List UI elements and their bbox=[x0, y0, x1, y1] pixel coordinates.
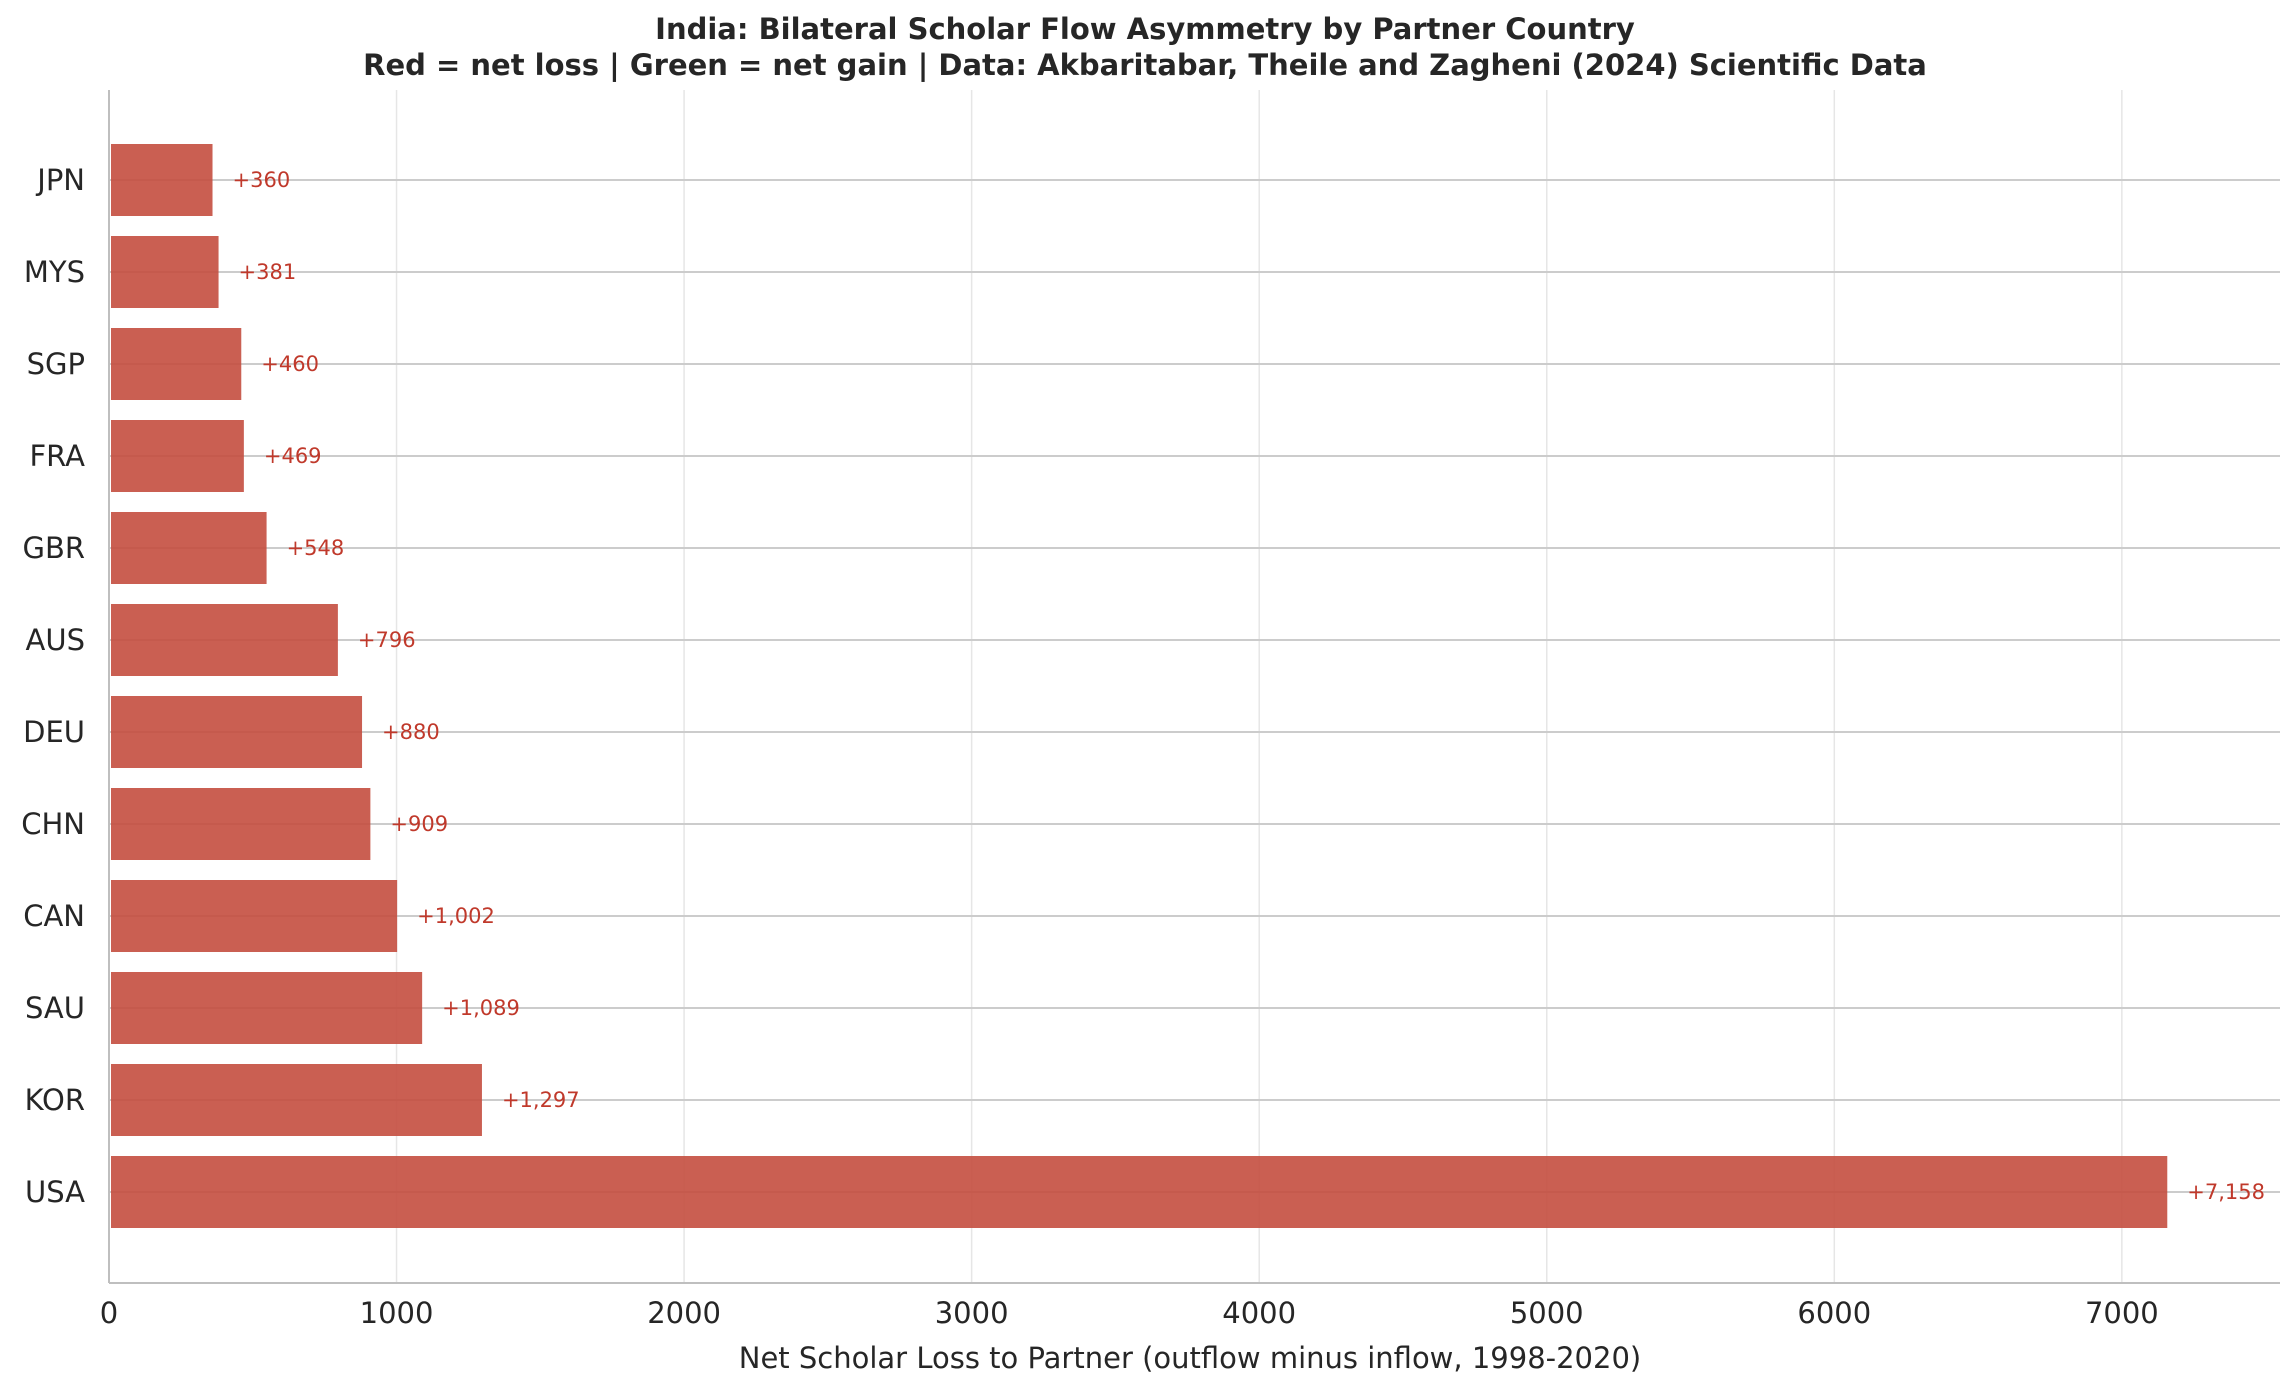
chart-subtitle: Red = net loss | Green = net gain | Data… bbox=[363, 48, 1927, 82]
value-label-deu: +880 bbox=[382, 720, 440, 744]
bar-kor bbox=[111, 1064, 482, 1136]
value-label-sgp: +460 bbox=[261, 352, 319, 376]
value-label-chn: +909 bbox=[390, 812, 448, 836]
x-tick-label-7000: 7000 bbox=[2085, 1296, 2159, 1330]
x-axis-label: Net Scholar Loss to Partner (outflow min… bbox=[739, 1341, 1641, 1375]
x-tick-label-3000: 3000 bbox=[935, 1296, 1009, 1330]
bar-aus bbox=[111, 604, 338, 676]
value-label-usa: +7,158 bbox=[2187, 1180, 2265, 1204]
y-tick-label-sau: SAU bbox=[25, 991, 85, 1025]
grid bbox=[108, 90, 2280, 1283]
x-tick-label-6000: 6000 bbox=[1797, 1296, 1871, 1330]
bar-mys bbox=[111, 236, 219, 308]
chart-title: India: Bilateral Scholar Flow Asymmetry … bbox=[655, 12, 1635, 46]
value-label-mys: +381 bbox=[239, 260, 297, 284]
x-tick-label-4000: 4000 bbox=[1222, 1296, 1296, 1330]
x-tick-label-5000: 5000 bbox=[1510, 1296, 1584, 1330]
y-tick-label-jpn: JPN bbox=[35, 163, 85, 197]
y-tick-label-kor: KOR bbox=[25, 1083, 85, 1117]
value-label-gbr: +548 bbox=[287, 536, 345, 560]
value-label-fra: +469 bbox=[264, 444, 322, 468]
y-tick-label-can: CAN bbox=[23, 899, 85, 933]
value-label-jpn: +360 bbox=[233, 168, 291, 192]
x-tick-label-2000: 2000 bbox=[647, 1296, 721, 1330]
bar-gbr bbox=[111, 512, 267, 584]
x-tick-label-0: 0 bbox=[100, 1296, 118, 1330]
bar-fra bbox=[111, 420, 244, 492]
y-tick-label-deu: DEU bbox=[23, 715, 85, 749]
y-tick-label-usa: USA bbox=[25, 1175, 85, 1209]
labels: JPN +360 MYS +381 SGP +460 FRA +469 GBR +548 AUS +7… bbox=[21, 163, 2265, 1330]
bar-sau bbox=[111, 972, 423, 1044]
y-tick-label-gbr: GBR bbox=[22, 531, 85, 565]
bar-deu bbox=[111, 696, 363, 768]
bar-sgp bbox=[111, 328, 242, 400]
value-label-can: +1,002 bbox=[417, 904, 495, 928]
value-label-sau: +1,089 bbox=[442, 996, 520, 1020]
value-label-kor: +1,297 bbox=[502, 1088, 580, 1112]
bar-chn bbox=[111, 788, 371, 860]
y-tick-label-fra: FRA bbox=[30, 439, 86, 473]
y-tick-label-sgp: SGP bbox=[27, 347, 85, 381]
y-tick-label-chn: CHN bbox=[21, 807, 85, 841]
bars bbox=[111, 144, 2168, 1228]
x-tick-label-1000: 1000 bbox=[360, 1296, 434, 1330]
bar-usa bbox=[111, 1156, 2168, 1228]
bar-can bbox=[111, 880, 398, 952]
axes bbox=[108, 90, 2280, 1284]
y-tick-label-aus: AUS bbox=[26, 623, 85, 657]
y-tick-label-mys: MYS bbox=[24, 255, 85, 289]
value-label-aus: +796 bbox=[358, 628, 416, 652]
bar-jpn bbox=[111, 144, 213, 216]
